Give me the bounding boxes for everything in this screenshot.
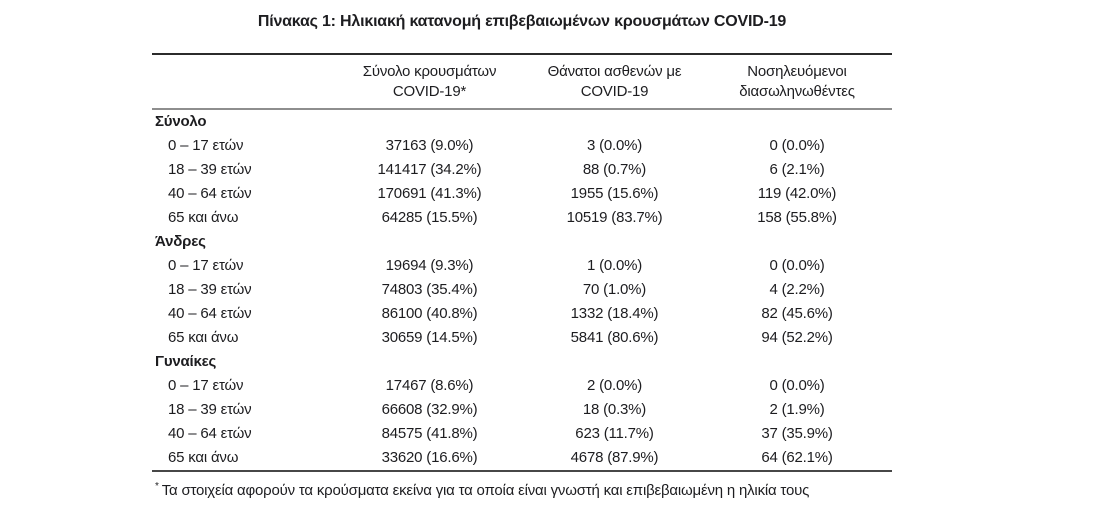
table-row: 65 και άνω 33620 (16.6%) 4678 (87.9%) 64… [152, 446, 892, 471]
header-intubated: Νοσηλευόμενοι διασωληνωθέντες [702, 54, 892, 110]
footnote-asterisk: * [155, 481, 159, 492]
cases-value: 37163 (9.0%) [385, 137, 474, 154]
deaths-value: 18 (0.3%) [582, 401, 647, 418]
cases-value: 17467 (8.6%) [385, 377, 474, 394]
age-group-label: 0 – 17 ετών [168, 257, 244, 274]
deaths-value: 5841 (80.6%) [570, 329, 659, 346]
deaths-value: 10519 (83.7%) [566, 209, 663, 226]
age-group-label: 18 – 39 ετών [168, 281, 252, 298]
deaths-value: 1332 (18.4%) [570, 305, 659, 322]
intubated-value: 0 (0.0%) [769, 377, 825, 394]
cases-value: 170691 (41.3%) [377, 185, 482, 202]
cases-value: 19694 (9.3%) [385, 257, 474, 274]
cases-value: 74803 (35.4%) [381, 281, 478, 298]
table-row: 40 – 64 ετών 84575 (41.8%) 623 (11.7%) 3… [152, 422, 892, 446]
cases-value: 64285 (15.5%) [381, 209, 478, 226]
intubated-value: 64 (62.1%) [761, 449, 833, 466]
intubated-value: 158 (55.8%) [757, 209, 837, 226]
age-group-label: 0 – 17 ετών [168, 377, 244, 394]
header-deaths-line2: COVID-19 [580, 83, 649, 100]
age-group-label: 65 και άνω [168, 209, 239, 226]
cases-value: 86100 (40.8%) [381, 305, 478, 322]
intubated-value: 82 (45.6%) [761, 305, 833, 322]
table-row: 65 και άνω 30659 (14.5%) 5841 (80.6%) 94… [152, 326, 892, 350]
header-deaths: Θάνατοι ασθενών με COVID-19 [527, 54, 702, 110]
header-total-cases-line1: Σύνολο κρουσμάτων [362, 63, 497, 80]
table-title: Πίνακας 1: Ηλικιακή κατανομή επιβεβαιωμέ… [257, 13, 787, 30]
intubated-value: 119 (42.0%) [757, 185, 837, 202]
table-row: 18 – 39 ετών 74803 (35.4%) 70 (1.0%) 4 (… [152, 278, 892, 302]
table-footnote: * Τα στοιχεία αφορούν τα κρούσματα εκείνα… [152, 477, 902, 501]
age-group-label: 65 και άνω [168, 329, 239, 346]
table-header: Σύνολο κρουσμάτων COVID-19* Θάνατοι ασθε… [152, 54, 892, 110]
cases-value: 84575 (41.8%) [381, 425, 478, 442]
table-row: 40 – 64 ετών 170691 (41.3%) 1955 (15.6%)… [152, 182, 892, 206]
deaths-value: 70 (1.0%) [582, 281, 647, 298]
intubated-value: 4 (2.2%) [769, 281, 825, 298]
deaths-value: 88 (0.7%) [582, 161, 647, 178]
cases-value: 66608 (32.9%) [381, 401, 478, 418]
age-group-label: 40 – 64 ετών [168, 305, 252, 322]
section-row-women: Γυναίκες [152, 350, 892, 374]
footnote-text: Τα στοιχεία αφορούν τα κρούσματα εκείνα … [161, 482, 810, 499]
header-total-cases: Σύνολο κρουσμάτων COVID-19* [332, 54, 527, 110]
cases-value: 30659 (14.5%) [381, 329, 478, 346]
deaths-value: 1 (0.0%) [586, 257, 643, 274]
header-empty [152, 54, 332, 110]
header-deaths-line1: Θάνατοι ασθενών με [547, 63, 682, 80]
deaths-value: 2 (0.0%) [586, 377, 643, 394]
header-total-cases-line2: COVID-19* [392, 83, 467, 100]
table-row: 18 – 39 ετών 141417 (34.2%) 88 (0.7%) 6 … [152, 158, 892, 182]
table-row: 0 – 17 ετών 19694 (9.3%) 1 (0.0%) 0 (0.0… [152, 254, 892, 278]
intubated-value: 0 (0.0%) [769, 257, 825, 274]
deaths-value: 1955 (15.6%) [570, 185, 659, 202]
table-body: Σύνολο 0 – 17 ετών 37163 (9.0%) 3 (0.0%)… [152, 109, 892, 471]
section-label-women: Γυναίκες [155, 353, 217, 370]
header-intubated-line2: διασωληνωθέντες [739, 83, 855, 100]
header-intubated-line1: Νοσηλευόμενοι [747, 63, 847, 80]
table-row: 18 – 39 ετών 66608 (32.9%) 18 (0.3%) 2 (… [152, 398, 892, 422]
deaths-value: 3 (0.0%) [586, 137, 643, 154]
table-row: 0 – 17 ετών 17467 (8.6%) 2 (0.0%) 0 (0.0… [152, 374, 892, 398]
header-row: Σύνολο κρουσμάτων COVID-19* Θάνατοι ασθε… [152, 54, 892, 110]
section-row-total: Σύνολο [152, 109, 892, 134]
deaths-value: 623 (11.7%) [575, 425, 654, 442]
covid-age-distribution-table: Σύνολο κρουσμάτων COVID-19* Θάνατοι ασθε… [152, 53, 892, 472]
age-group-label: 40 – 64 ετών [168, 185, 252, 202]
intubated-value: 94 (52.2%) [761, 329, 833, 346]
age-group-label: 65 και άνω [168, 449, 239, 466]
cases-value: 33620 (16.6%) [381, 449, 478, 466]
cases-value: 141417 (34.2%) [377, 161, 482, 178]
intubated-value: 6 (2.1%) [769, 161, 825, 178]
section-label-total: Σύνολο [155, 113, 207, 130]
age-group-label: 18 – 39 ετών [168, 161, 252, 178]
table-row: 0 – 17 ετών 37163 (9.0%) 3 (0.0%) 0 (0.0… [152, 134, 892, 158]
age-group-label: 40 – 64 ετών [168, 425, 252, 442]
deaths-value: 4678 (87.9%) [570, 449, 659, 466]
intubated-value: 0 (0.0%) [769, 137, 825, 154]
section-row-men: Άνδρες [152, 230, 892, 254]
table-row: 65 και άνω 64285 (15.5%) 10519 (83.7%) 1… [152, 206, 892, 230]
intubated-value: 37 (35.9%) [761, 425, 833, 442]
section-label-men: Άνδρες [155, 233, 206, 250]
intubated-value: 2 (1.9%) [769, 401, 825, 418]
table-row: 40 – 64 ετών 86100 (40.8%) 1332 (18.4%) … [152, 302, 892, 326]
age-group-label: 0 – 17 ετών [168, 137, 244, 154]
age-group-label: 18 – 39 ετών [168, 401, 252, 418]
